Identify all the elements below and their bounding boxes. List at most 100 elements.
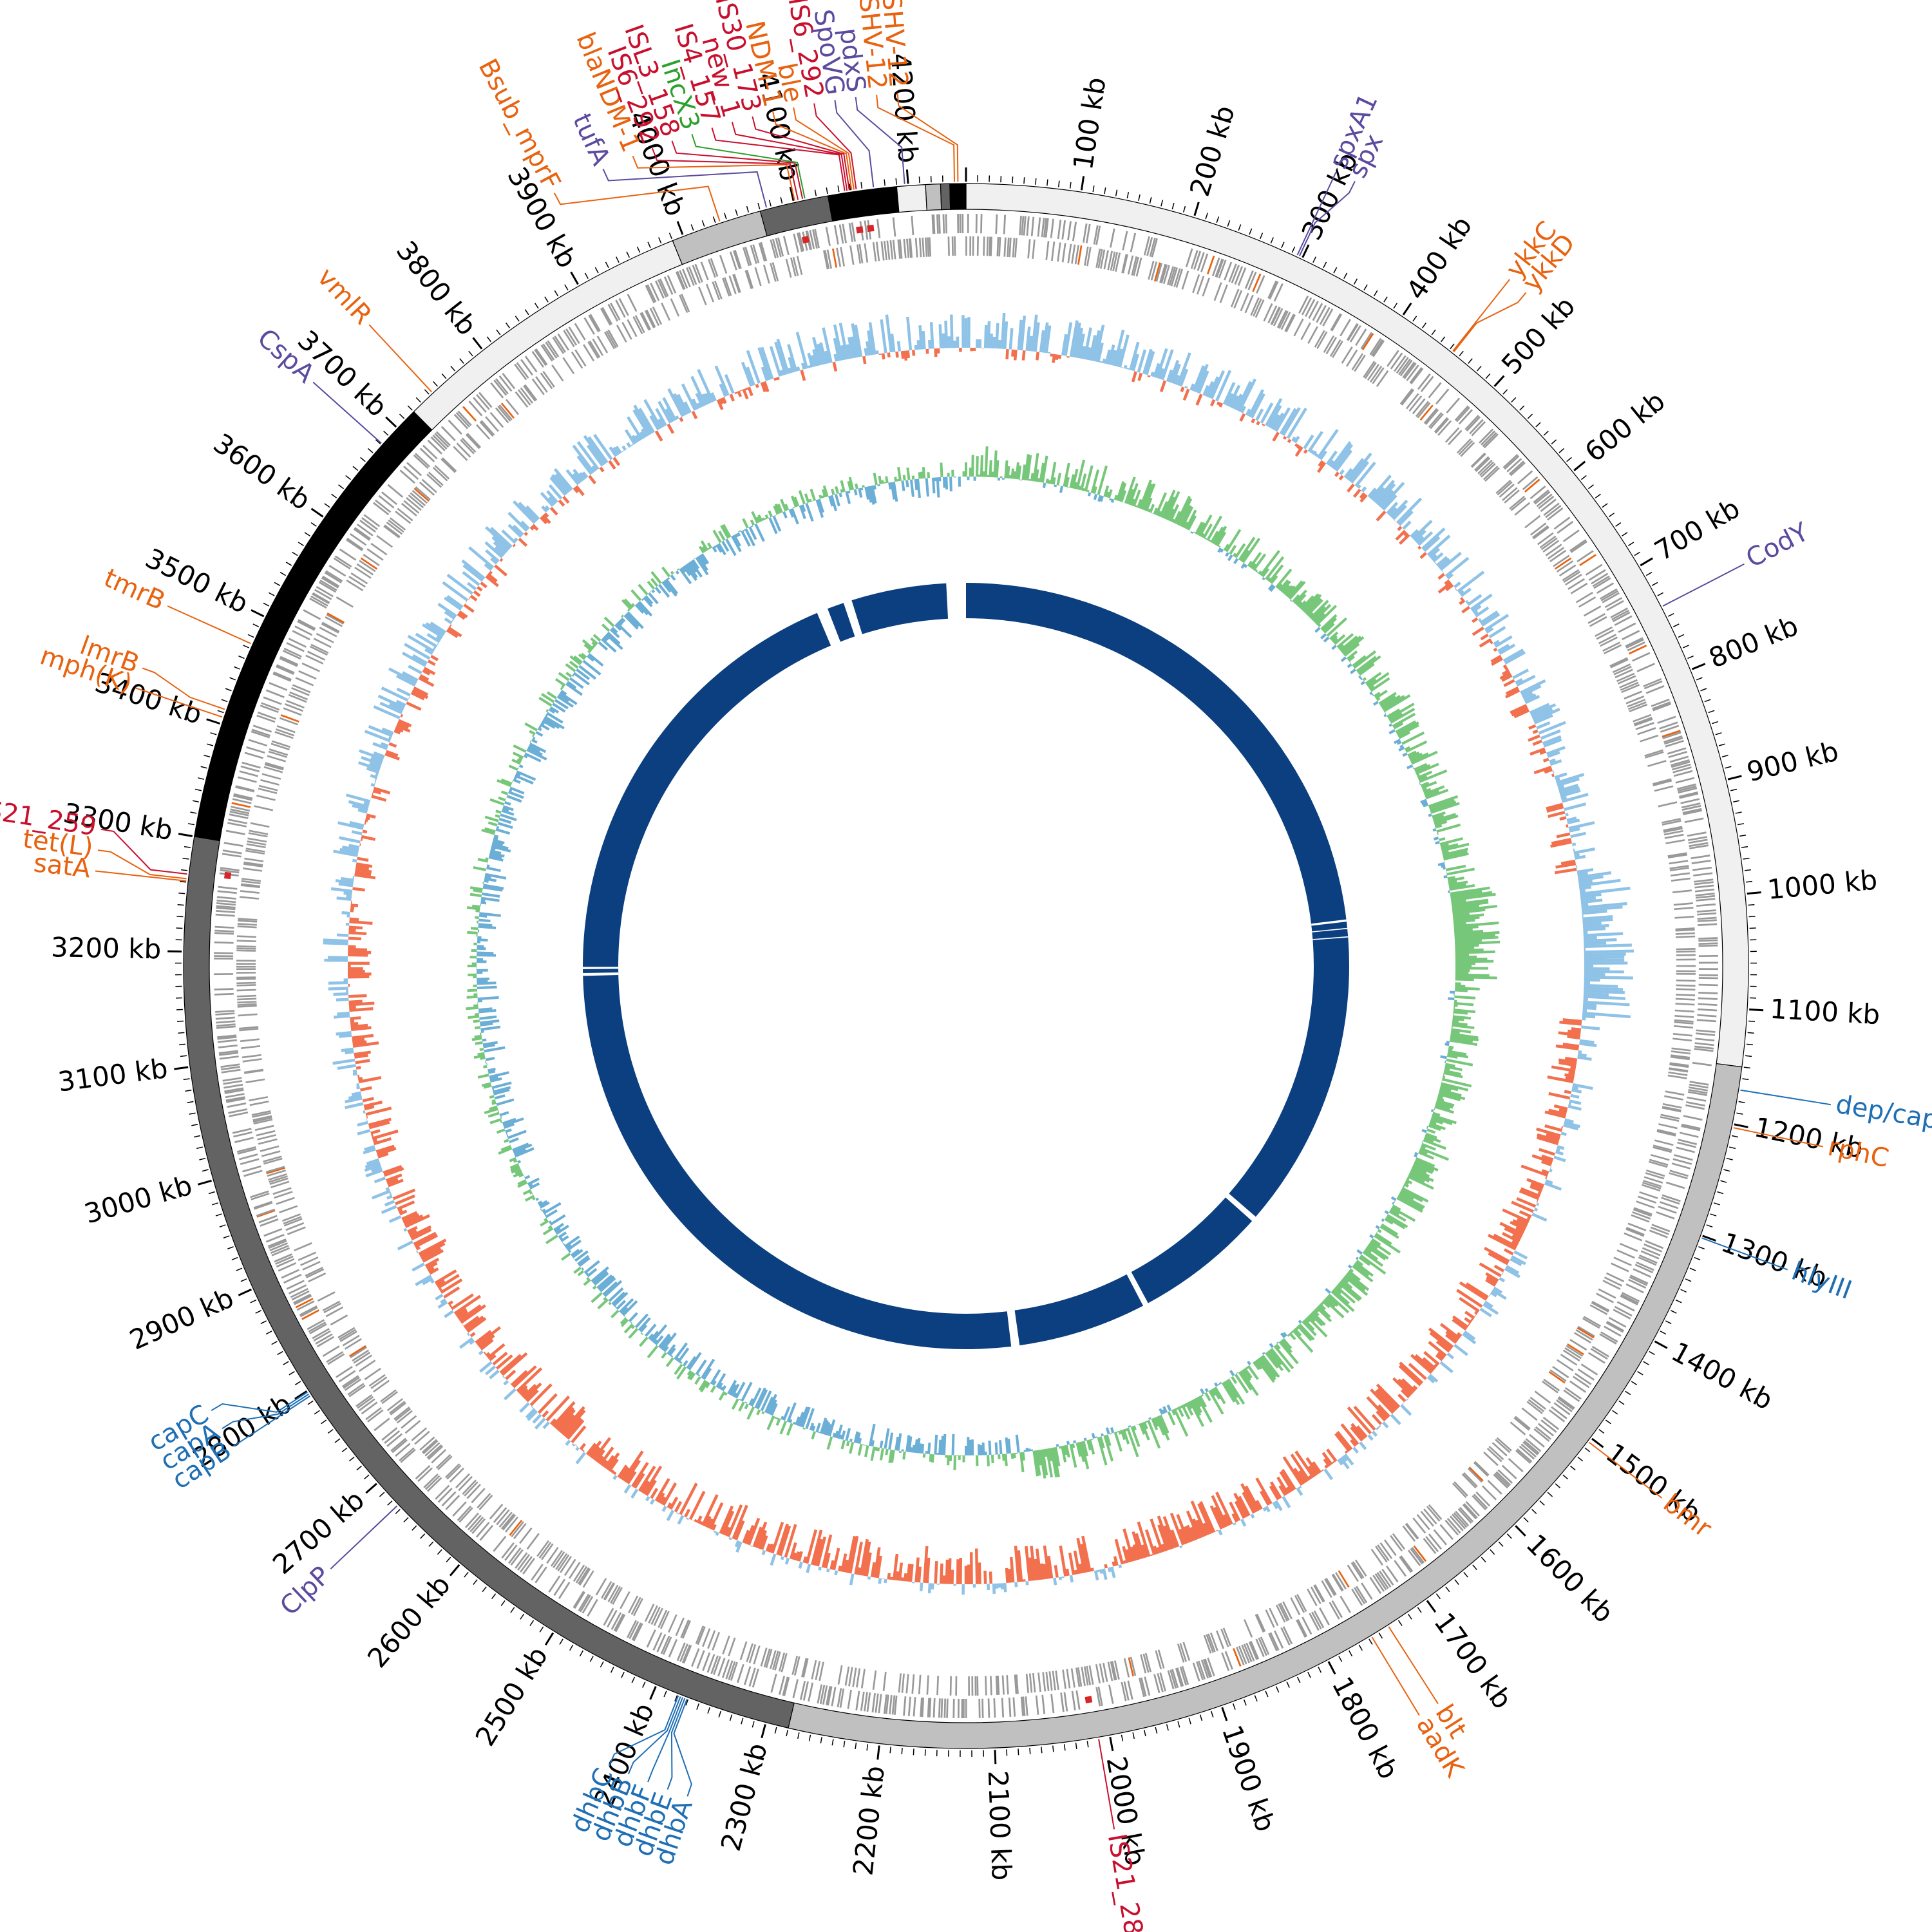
cds-feature bbox=[1662, 818, 1681, 824]
minor-tick bbox=[1318, 1666, 1322, 1673]
gc-skew-bar bbox=[1425, 1132, 1437, 1139]
gc-content-bar bbox=[1132, 1531, 1143, 1560]
gc-skew-bar bbox=[675, 1357, 680, 1362]
gc-skew-bar bbox=[1275, 568, 1293, 589]
gc-content-bar bbox=[1528, 734, 1540, 742]
cds-feature bbox=[1697, 919, 1717, 922]
gc-content-bar bbox=[1511, 1234, 1522, 1241]
gc-skew-bar bbox=[1229, 1370, 1235, 1377]
gc-content-bar bbox=[776, 1523, 789, 1556]
cds-feature bbox=[1314, 330, 1325, 348]
gc-skew-bar bbox=[500, 790, 509, 795]
gc-content-bar bbox=[1502, 1208, 1530, 1224]
gc-content-bar bbox=[1150, 1554, 1153, 1557]
gc-skew-bar bbox=[1446, 1054, 1458, 1059]
gc-skew-bar bbox=[477, 1074, 489, 1079]
gc-skew-bar bbox=[1177, 1406, 1184, 1417]
cds-feature bbox=[1486, 1448, 1502, 1463]
cds-feature bbox=[517, 389, 531, 406]
minor-tick bbox=[437, 1549, 442, 1555]
minor-tick bbox=[196, 1146, 204, 1150]
gc-skew-bar bbox=[1455, 978, 1474, 981]
gc-content-bar bbox=[1567, 819, 1580, 825]
cds-feature bbox=[1556, 560, 1574, 573]
gc-skew-bar bbox=[1376, 697, 1381, 701]
gc-skew-bar bbox=[1350, 668, 1356, 674]
gc-skew-bar bbox=[832, 1432, 837, 1438]
gc-skew-bar bbox=[500, 1144, 512, 1151]
cds-feature bbox=[353, 1351, 371, 1364]
cds-feature bbox=[401, 502, 417, 516]
cds-feature bbox=[263, 1228, 283, 1237]
gc-skew-bar bbox=[1021, 1452, 1025, 1461]
cds-feature bbox=[1355, 328, 1367, 346]
cds-feature bbox=[1354, 1559, 1367, 1577]
gc-content-bar bbox=[1053, 1577, 1057, 1586]
gc-skew-bar bbox=[809, 1423, 815, 1431]
cds-feature bbox=[464, 1512, 479, 1528]
gc-content-bar bbox=[983, 1570, 987, 1584]
cds-feature bbox=[899, 239, 903, 259]
gc-content-bar bbox=[1080, 1544, 1089, 1573]
gc-content-bar bbox=[929, 322, 934, 349]
gc-skew-bar bbox=[1202, 524, 1213, 539]
cds-feature bbox=[233, 1131, 252, 1138]
gc-content-bar bbox=[1559, 786, 1580, 795]
cds-feature bbox=[907, 1696, 911, 1716]
gc-content-bar bbox=[627, 416, 643, 440]
gc-content-bar bbox=[529, 1383, 553, 1406]
gc-content-bar bbox=[603, 1455, 615, 1469]
minor-tick bbox=[459, 358, 464, 364]
cds-feature bbox=[927, 237, 930, 257]
gc-skew-bar bbox=[509, 1163, 520, 1170]
cds-feature bbox=[1627, 699, 1646, 708]
cds-feature bbox=[458, 1475, 473, 1492]
cds-feature bbox=[475, 1522, 490, 1538]
gc-skew-bar bbox=[1080, 473, 1087, 491]
minor-tick bbox=[594, 267, 599, 274]
cds-feature bbox=[965, 236, 967, 256]
gc-content-bar bbox=[870, 1562, 876, 1578]
gc-content-bar bbox=[371, 1189, 391, 1200]
cds-feature bbox=[1325, 1577, 1337, 1596]
gc-skew-bar bbox=[821, 495, 825, 498]
gc-content-bar bbox=[1320, 1469, 1324, 1472]
cds-feature bbox=[1667, 747, 1687, 755]
cds-feature bbox=[911, 1674, 915, 1694]
gc-content-bar bbox=[348, 936, 362, 941]
cds-feature bbox=[511, 1521, 524, 1538]
cds-feature bbox=[1402, 361, 1416, 379]
gc-skew-bar bbox=[822, 1419, 829, 1435]
gc-content-bar bbox=[592, 1437, 611, 1461]
cds-feature bbox=[1502, 487, 1518, 501]
cds-feature bbox=[1155, 1650, 1162, 1670]
cds-feature bbox=[1173, 268, 1181, 287]
gc-skew-bar bbox=[1007, 1438, 1012, 1454]
cds-feature bbox=[1170, 267, 1178, 287]
cds-feature bbox=[607, 303, 619, 322]
gc-skew-bar bbox=[1187, 515, 1197, 531]
gc-skew-bar bbox=[1005, 1437, 1009, 1454]
blast-hit-segment bbox=[1131, 1197, 1253, 1303]
gc-skew-bar bbox=[1419, 1149, 1428, 1155]
gc-content-bar bbox=[1437, 573, 1445, 580]
gc-content-bar bbox=[780, 1556, 784, 1560]
cds-feature bbox=[305, 654, 324, 665]
cds-feature bbox=[319, 627, 337, 638]
cds-feature bbox=[1233, 290, 1243, 309]
gc-skew-bar bbox=[590, 637, 598, 645]
tick-label: 1000 kb bbox=[1766, 864, 1879, 905]
gc-content-bar bbox=[810, 355, 817, 367]
cds-feature bbox=[1086, 247, 1092, 267]
cds-feature bbox=[1457, 1508, 1472, 1524]
cds-feature bbox=[1508, 1457, 1524, 1473]
cds-feature bbox=[1398, 358, 1411, 375]
gc-skew-bar bbox=[1167, 1411, 1176, 1426]
gc-content-bar bbox=[1516, 1197, 1537, 1208]
gc-content-bar bbox=[744, 1524, 755, 1545]
cds-feature bbox=[1577, 1325, 1595, 1338]
gc-skew-bar bbox=[1185, 509, 1197, 530]
gc-skew-bar bbox=[641, 598, 645, 601]
cds-feature bbox=[413, 454, 429, 469]
gc-skew-bar bbox=[1353, 650, 1377, 669]
